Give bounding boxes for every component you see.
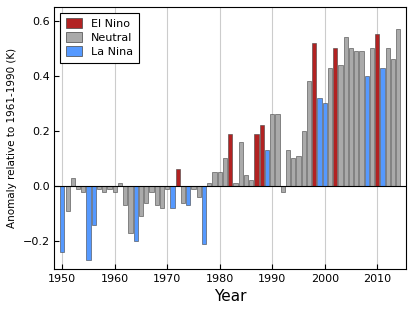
- Bar: [291, 158, 295, 186]
- Bar: [228, 134, 233, 186]
- Bar: [71, 178, 75, 186]
- Bar: [97, 186, 101, 189]
- Bar: [123, 186, 128, 205]
- Bar: [186, 186, 190, 205]
- Bar: [270, 114, 274, 186]
- Bar: [380, 67, 385, 186]
- Bar: [333, 48, 337, 186]
- Bar: [344, 37, 348, 186]
- Bar: [160, 186, 164, 208]
- Bar: [386, 48, 390, 186]
- Bar: [118, 183, 122, 186]
- Bar: [223, 158, 227, 186]
- Bar: [328, 67, 332, 186]
- Bar: [66, 186, 70, 211]
- Bar: [359, 51, 363, 186]
- Bar: [165, 186, 169, 189]
- Bar: [155, 186, 159, 205]
- Y-axis label: Anomaly relative to 1961-1990 (K): Anomaly relative to 1961-1990 (K): [7, 48, 17, 228]
- Bar: [370, 48, 374, 186]
- Bar: [150, 186, 154, 192]
- Bar: [281, 186, 285, 192]
- Bar: [249, 180, 253, 186]
- Bar: [76, 186, 80, 189]
- Bar: [92, 186, 96, 225]
- Bar: [301, 131, 306, 186]
- Bar: [134, 186, 138, 241]
- Bar: [312, 43, 316, 186]
- Bar: [338, 65, 342, 186]
- Bar: [396, 29, 400, 186]
- Bar: [171, 186, 175, 208]
- Bar: [113, 186, 117, 192]
- Bar: [317, 98, 322, 186]
- Bar: [233, 183, 237, 186]
- Bar: [265, 150, 269, 186]
- Bar: [239, 142, 243, 186]
- Bar: [286, 150, 290, 186]
- Bar: [260, 125, 264, 186]
- Bar: [307, 81, 311, 186]
- Bar: [60, 186, 64, 252]
- Bar: [107, 186, 112, 189]
- Bar: [254, 134, 259, 186]
- Bar: [192, 186, 196, 189]
- Bar: [128, 186, 133, 233]
- Bar: [323, 103, 327, 186]
- Bar: [212, 172, 217, 186]
- Bar: [197, 186, 201, 197]
- Bar: [181, 186, 185, 202]
- Bar: [144, 186, 148, 202]
- Bar: [81, 186, 85, 192]
- Bar: [102, 186, 107, 192]
- Bar: [176, 169, 180, 186]
- Bar: [391, 59, 395, 186]
- Bar: [354, 51, 358, 186]
- Bar: [365, 76, 369, 186]
- Bar: [297, 156, 301, 186]
- Bar: [244, 175, 248, 186]
- Bar: [218, 172, 222, 186]
- Bar: [275, 114, 280, 186]
- X-axis label: Year: Year: [214, 289, 247, 304]
- Bar: [86, 186, 91, 260]
- Legend: El Nino, Neutral, La Nina: El Nino, Neutral, La Nina: [60, 12, 139, 63]
- Bar: [349, 48, 353, 186]
- Bar: [202, 186, 206, 244]
- Bar: [139, 186, 143, 216]
- Bar: [375, 35, 379, 186]
- Bar: [207, 183, 211, 186]
